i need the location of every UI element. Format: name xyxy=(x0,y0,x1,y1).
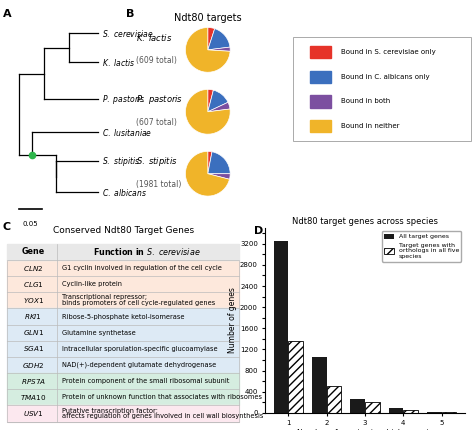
Text: $\it{K.}$ $\it{lactis}$: $\it{K.}$ $\it{lactis}$ xyxy=(136,32,173,43)
Text: $\it{P.}$ $\it{pastoris}$: $\it{P.}$ $\it{pastoris}$ xyxy=(136,93,183,106)
Bar xyxy=(7,357,239,373)
Bar xyxy=(7,405,239,422)
Text: $\it{S.}$ $\it{cerevisiae}$: $\it{S.}$ $\it{cerevisiae}$ xyxy=(102,28,154,39)
Bar xyxy=(427,412,442,413)
Text: D: D xyxy=(254,226,263,236)
Bar xyxy=(7,292,239,308)
Text: Protein component of the small ribosomal subunit: Protein component of the small ribosomal… xyxy=(62,378,229,384)
Text: Putative transcription factor;: Putative transcription factor; xyxy=(62,408,157,414)
Bar xyxy=(310,120,331,132)
Bar xyxy=(310,46,331,58)
Wedge shape xyxy=(208,152,230,174)
Text: Glutamine synthetase: Glutamine synthetase xyxy=(62,330,136,336)
Text: (609 total): (609 total) xyxy=(136,56,177,64)
Text: NAD(+)-dependent glutamate dehydrogenase: NAD(+)-dependent glutamate dehydrogenase xyxy=(62,362,216,369)
Text: (607 total): (607 total) xyxy=(136,118,177,126)
Text: $\it{S.}$ $\it{stipitis}$: $\it{S.}$ $\it{stipitis}$ xyxy=(102,155,140,168)
Text: $\it{K.}$ $\it{lactis}$: $\it{K.}$ $\it{lactis}$ xyxy=(102,57,135,68)
Text: Protein of unknown function that associates with ribosomes: Protein of unknown function that associa… xyxy=(62,394,262,400)
Text: $\it{C.}$ $\it{albicans}$: $\it{C.}$ $\it{albicans}$ xyxy=(102,187,147,198)
Text: $\it{GDH2}$: $\it{GDH2}$ xyxy=(22,361,45,369)
Text: G1 cyclin involved in regulation of the cell cycle: G1 cyclin involved in regulation of the … xyxy=(62,265,221,271)
Text: $\it{GLN1}$: $\it{GLN1}$ xyxy=(23,328,44,337)
Bar xyxy=(7,244,239,422)
Text: C: C xyxy=(2,221,10,232)
Y-axis label: Number of genes: Number of genes xyxy=(228,287,237,353)
Bar xyxy=(288,341,303,413)
Bar xyxy=(389,408,403,413)
Bar xyxy=(312,357,327,413)
Bar xyxy=(310,95,331,108)
Wedge shape xyxy=(208,102,230,112)
Text: $\it{CLG1}$: $\it{CLG1}$ xyxy=(23,280,44,289)
Text: Conserved Ndt80 Target Genes: Conserved Ndt80 Target Genes xyxy=(53,226,194,235)
Text: 0.05: 0.05 xyxy=(23,221,38,227)
Text: (1981 total): (1981 total) xyxy=(136,180,182,188)
Bar xyxy=(7,389,239,405)
Wedge shape xyxy=(208,151,212,174)
Text: Bound in both: Bound in both xyxy=(341,98,390,104)
Text: binds promoters of cell cycle-regulated genes: binds promoters of cell cycle-regulated … xyxy=(62,300,215,306)
Text: $\it{SGA1}$: $\it{SGA1}$ xyxy=(23,344,44,353)
Text: $\it{USV1}$: $\it{USV1}$ xyxy=(23,409,44,418)
Text: Ndt80 targets: Ndt80 targets xyxy=(174,13,242,23)
Wedge shape xyxy=(185,89,230,134)
Text: Cyclin-like protein: Cyclin-like protein xyxy=(62,281,122,287)
Bar xyxy=(7,373,239,389)
Bar xyxy=(7,325,239,341)
Text: Bound in neither: Bound in neither xyxy=(341,123,400,129)
Bar xyxy=(350,399,365,413)
Bar xyxy=(327,387,341,413)
Bar xyxy=(310,71,331,83)
Bar xyxy=(403,410,418,413)
Wedge shape xyxy=(208,29,230,50)
Text: $\it{C.}$ $\it{lusitaniae}$: $\it{C.}$ $\it{lusitaniae}$ xyxy=(102,127,152,138)
Text: $\it{RKI1}$: $\it{RKI1}$ xyxy=(24,312,42,321)
Text: $\it{YOX1}$: $\it{YOX1}$ xyxy=(23,296,44,305)
Wedge shape xyxy=(208,28,215,50)
Bar xyxy=(7,260,239,276)
Title: Ndt80 target genes across species: Ndt80 target genes across species xyxy=(292,217,438,226)
Text: Bound in C. albicans only: Bound in C. albicans only xyxy=(341,74,429,80)
Bar xyxy=(365,402,380,413)
Text: Bound in S. cerevisiae only: Bound in S. cerevisiae only xyxy=(341,49,436,55)
Wedge shape xyxy=(208,47,230,51)
Text: B: B xyxy=(126,9,134,18)
Text: $\it{CLN2}$: $\it{CLN2}$ xyxy=(23,264,43,273)
Bar xyxy=(274,241,288,413)
Text: Intracellular sporulation-specific glucoamylase: Intracellular sporulation-specific gluco… xyxy=(62,346,217,352)
Text: $\it{TMA10}$: $\it{TMA10}$ xyxy=(20,393,46,402)
Bar xyxy=(442,412,456,413)
Bar xyxy=(7,341,239,357)
Wedge shape xyxy=(185,151,229,196)
FancyBboxPatch shape xyxy=(293,37,471,141)
Wedge shape xyxy=(208,89,213,112)
Text: A: A xyxy=(3,9,12,18)
Text: $\it{RPS7A}$: $\it{RPS7A}$ xyxy=(21,377,46,386)
Text: $\it{S.}$ $\it{stipitis}$: $\it{S.}$ $\it{stipitis}$ xyxy=(136,155,178,168)
Bar xyxy=(7,244,239,260)
Text: $\it{P.}$ $\it{pastoris}$: $\it{P.}$ $\it{pastoris}$ xyxy=(102,93,145,106)
Wedge shape xyxy=(185,28,230,72)
Text: Transcriptional repressor;: Transcriptional repressor; xyxy=(62,295,146,301)
Text: Ribose-5-phosphate ketol-isomerase: Ribose-5-phosphate ketol-isomerase xyxy=(62,313,184,319)
Wedge shape xyxy=(208,90,228,112)
Text: Gene: Gene xyxy=(21,247,45,256)
Bar xyxy=(7,276,239,292)
Bar xyxy=(7,308,239,325)
Legend: All target genes, Target genes with
orthologs in all five
species: All target genes, Target genes with orth… xyxy=(382,231,461,262)
Text: Function in $\it{S.}$ $\it{cerevisiae}$: Function in $\it{S.}$ $\it{cerevisiae}$ xyxy=(93,246,201,258)
Wedge shape xyxy=(208,174,230,179)
X-axis label: Number of species in which gene is
Ndt80 target: Number of species in which gene is Ndt80… xyxy=(297,429,433,430)
Text: affects regulation of genes involved in cell wall biosynthesis: affects regulation of genes involved in … xyxy=(62,414,263,420)
